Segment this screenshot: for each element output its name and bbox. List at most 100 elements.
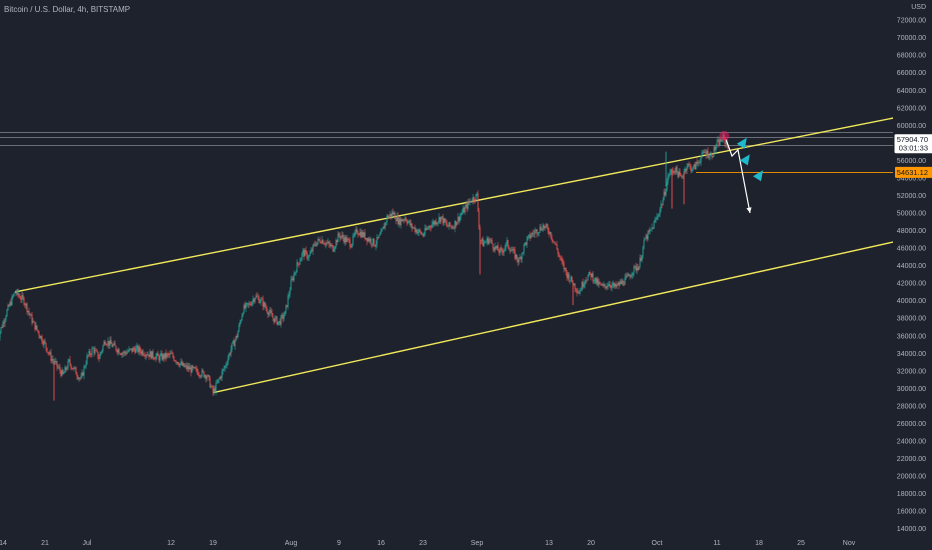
candle-body bbox=[109, 339, 111, 346]
candle-body bbox=[275, 316, 277, 318]
candle-body bbox=[254, 298, 256, 302]
candle-body bbox=[594, 277, 596, 282]
candle-body bbox=[692, 167, 694, 171]
candle-body bbox=[202, 370, 204, 372]
candle-body bbox=[536, 229, 538, 235]
candle-body bbox=[205, 375, 207, 379]
candle-body bbox=[199, 375, 201, 377]
candle-body bbox=[243, 305, 245, 314]
candle-body bbox=[88, 351, 90, 356]
candle-body bbox=[133, 347, 135, 350]
candle-body bbox=[163, 354, 165, 359]
candle-body bbox=[98, 358, 100, 359]
candle-body bbox=[466, 204, 468, 209]
candle-body bbox=[359, 231, 361, 236]
candle-body bbox=[718, 139, 720, 146]
candle-body bbox=[603, 284, 605, 286]
candle-body bbox=[667, 175, 669, 183]
candle-body bbox=[414, 227, 416, 232]
candle-body bbox=[579, 290, 581, 294]
candle-body bbox=[654, 219, 656, 223]
candle-body bbox=[364, 232, 366, 240]
time-tick-label: 11 bbox=[713, 540, 720, 547]
candle-body bbox=[325, 242, 327, 245]
candle-body bbox=[494, 246, 496, 251]
candle-body bbox=[167, 353, 169, 355]
candle-body bbox=[47, 352, 49, 353]
candle-body bbox=[112, 344, 114, 347]
candle-body bbox=[590, 273, 592, 277]
candle-body bbox=[423, 234, 425, 236]
candle-body bbox=[118, 349, 120, 354]
candle-body bbox=[468, 201, 470, 203]
projection-arrowhead bbox=[746, 207, 752, 214]
candle-body bbox=[483, 242, 485, 247]
candle-body bbox=[656, 216, 658, 220]
candle-body bbox=[413, 227, 415, 229]
candle-body bbox=[105, 344, 107, 345]
candle-body bbox=[390, 213, 392, 217]
candle-body bbox=[302, 250, 304, 254]
candle-body bbox=[450, 225, 452, 227]
candle-body bbox=[427, 228, 429, 229]
candle-body bbox=[65, 367, 67, 370]
candle-body bbox=[382, 226, 384, 230]
candle-body bbox=[518, 258, 520, 263]
candle-body bbox=[701, 152, 703, 158]
candle-body bbox=[366, 238, 368, 242]
candle-body bbox=[192, 365, 194, 368]
candle-body bbox=[299, 261, 301, 265]
candle-body bbox=[467, 201, 469, 209]
candle-body bbox=[570, 276, 572, 281]
candle-body bbox=[463, 208, 465, 213]
candle-body bbox=[268, 312, 270, 315]
candle-body bbox=[216, 382, 218, 384]
candle-body bbox=[584, 280, 586, 285]
candle-body bbox=[688, 163, 690, 165]
candle-body bbox=[323, 243, 325, 245]
candle-body bbox=[698, 162, 700, 163]
candle-body bbox=[523, 244, 525, 253]
candle-body bbox=[519, 257, 521, 259]
candle-body bbox=[346, 238, 348, 243]
candle-body bbox=[102, 345, 104, 351]
candle-body bbox=[642, 247, 644, 256]
highlight-point bbox=[719, 130, 730, 141]
candle-body bbox=[550, 232, 552, 238]
candle-body bbox=[34, 321, 36, 330]
candle-body bbox=[237, 331, 239, 338]
price-tick-label: 46000.00 bbox=[897, 246, 926, 253]
candle-body bbox=[522, 252, 524, 254]
time-tick-label: Jul bbox=[83, 540, 92, 547]
candle-body bbox=[353, 235, 355, 236]
candle-body bbox=[83, 366, 85, 376]
candle-body bbox=[107, 340, 109, 345]
candle-body bbox=[588, 271, 590, 276]
candle-body bbox=[303, 250, 305, 257]
candle-body bbox=[150, 351, 152, 359]
candle-body bbox=[18, 294, 20, 297]
candle-body bbox=[233, 340, 235, 347]
candle-body bbox=[661, 204, 663, 206]
candle-body bbox=[503, 249, 505, 253]
candle-body bbox=[604, 284, 606, 287]
candle-body bbox=[4, 319, 6, 324]
candle-body bbox=[63, 372, 65, 374]
candle-body bbox=[55, 361, 57, 362]
candle-body bbox=[59, 367, 61, 372]
price-tick-label: 66000.00 bbox=[897, 70, 926, 77]
candle-body bbox=[580, 290, 582, 291]
candle-body bbox=[375, 243, 377, 247]
candle-body bbox=[271, 312, 273, 317]
candle-body bbox=[281, 314, 283, 316]
candle-body bbox=[451, 226, 453, 228]
candle-body bbox=[562, 261, 564, 264]
candle-body bbox=[484, 242, 486, 243]
candle-body bbox=[573, 283, 575, 286]
candle-body bbox=[354, 231, 356, 236]
candle-body bbox=[705, 151, 707, 156]
candle-body bbox=[392, 212, 394, 215]
candle-body bbox=[187, 366, 189, 370]
candle-body bbox=[669, 172, 671, 175]
